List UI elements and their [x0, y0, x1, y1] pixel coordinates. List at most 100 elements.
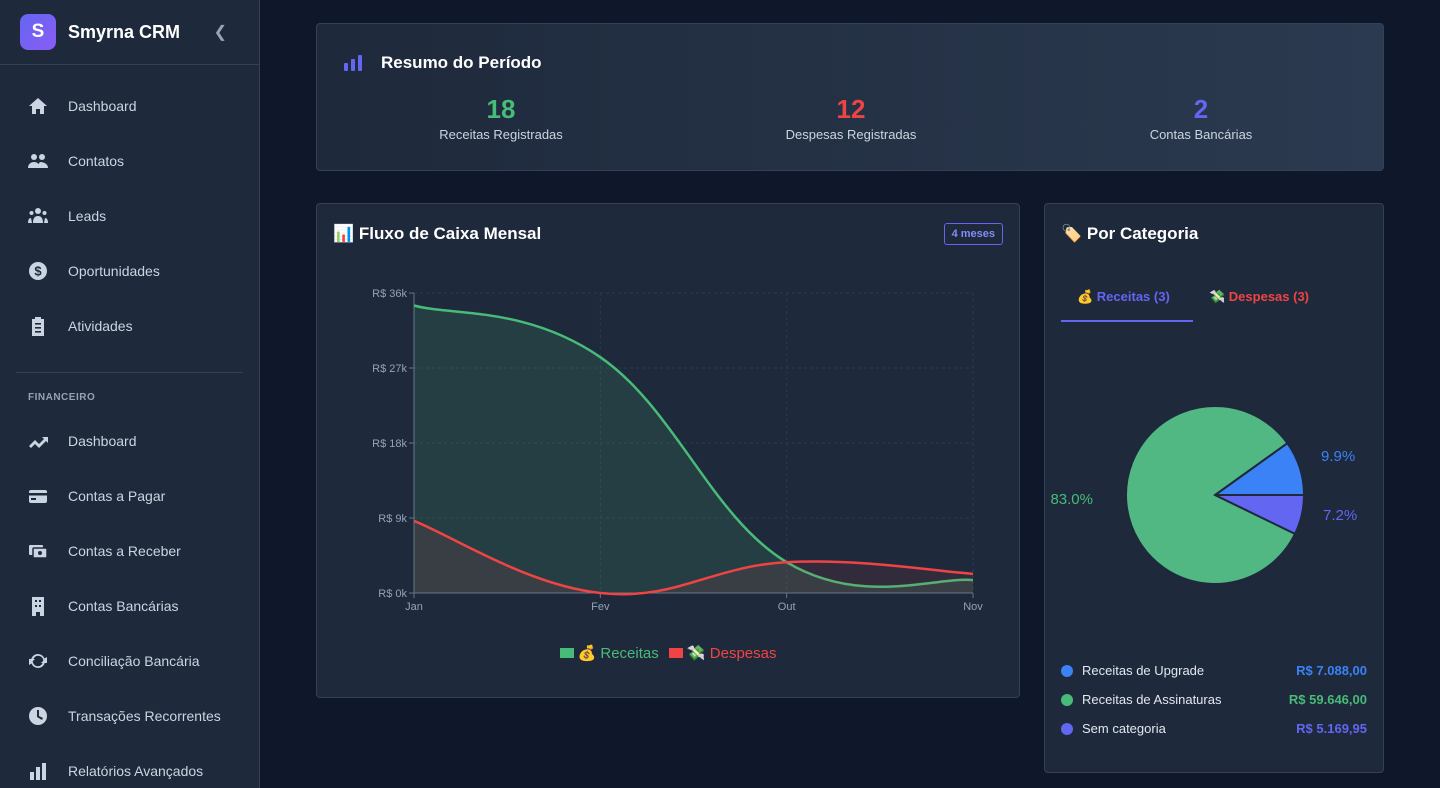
- color-dot: [1061, 722, 1073, 735]
- sidebar-item-atividades[interactable]: Atividades: [28, 311, 133, 341]
- summary-card: Resumo do Período 18 Receitas Registradas…: [316, 23, 1384, 171]
- area-receitas: [414, 305, 973, 593]
- building-icon: [32, 597, 44, 616]
- sidebar-item-label: Oportunidades: [68, 263, 160, 279]
- category-row: Receitas de Assinaturas R$ 59.646,00: [1061, 692, 1367, 707]
- sidebar-item-leads[interactable]: Leads: [28, 201, 106, 231]
- logo: S: [20, 14, 56, 50]
- pie-data-label: 9.9%: [1321, 448, 1355, 465]
- svg-text:$: $: [34, 264, 42, 279]
- category-row: Receitas de Upgrade R$ 7.088,00: [1061, 663, 1367, 678]
- sidebar-item-label: Contatos: [68, 153, 125, 169]
- brand-name: Smyrna CRM: [68, 21, 181, 42]
- sidebar-item-label: Contas a Pagar: [68, 488, 166, 504]
- bar-chart-icon: [344, 55, 362, 71]
- category-pie-chart: 9.9% 83.0% 7.2%: [1050, 405, 1357, 585]
- cashflow-title: 📊 Fluxo de Caixa Mensal: [333, 224, 542, 243]
- sidebar-item-dashboard[interactable]: Dashboard: [28, 426, 137, 456]
- chevron-left-icon[interactable]: ❮: [213, 24, 227, 41]
- category-row: Sem categoria R$ 5.169,95: [1061, 721, 1367, 736]
- stat-value: 2: [1193, 94, 1209, 124]
- y-tick-label: R$ 0k: [378, 588, 407, 600]
- y-tick-label: R$ 18k: [372, 438, 407, 450]
- sidebar-item-oportunidades[interactable]: $ Oportunidades: [28, 256, 160, 286]
- category-label: Receitas de Upgrade: [1082, 663, 1205, 678]
- y-tick-label: R$ 36k: [372, 288, 407, 300]
- sidebar-item-contas-a-receber[interactable]: Contas a Receber: [28, 536, 181, 566]
- sidebar-item-label: Atividades: [68, 318, 133, 334]
- legend-despesas-label: 💸 Despesas: [686, 645, 777, 662]
- sidebar-item-label: Contas Bancárias: [68, 598, 179, 614]
- pie-slice[interactable]: [1125, 405, 1297, 585]
- y-tick-label: R$ 27k: [372, 363, 407, 375]
- tab-despesas[interactable]: 💸 Despesas (3): [1209, 289, 1310, 304]
- y-tick-label: R$ 9k: [378, 513, 407, 525]
- section-financeiro: FINANCEIRO: [28, 392, 96, 403]
- pie-data-label: 83.0%: [1050, 491, 1093, 508]
- dollar-circle-icon: $: [29, 262, 47, 280]
- sidebar: S Smyrna CRM ❮ Dashboard Contatos Leads $ Op…: [0, 0, 260, 788]
- sidebar-item-label: Contas a Receber: [68, 543, 181, 559]
- x-tick-label: Nov: [963, 601, 983, 613]
- sidebar-item-relatorios-avancados[interactable]: Relatórios Avançados: [28, 756, 203, 786]
- sidebar-item-transacoes-recorrentes[interactable]: Transações Recorrentes: [28, 701, 221, 731]
- category-tabs: 💰 Receitas (3) 💸 Despesas (3): [1061, 286, 1367, 322]
- home-icon: [29, 98, 47, 114]
- brand: S Smyrna CRM ❮: [0, 0, 259, 65]
- stat-value: 18: [486, 94, 516, 124]
- category-card: 🏷️ Por Categoria 💰 Receitas (3) 💸 Despes…: [1044, 203, 1384, 773]
- line-despesas: [413, 519, 974, 596]
- stat-label: Despesas Registradas: [785, 127, 917, 142]
- tab-receitas[interactable]: 💰 Receitas (3): [1061, 286, 1193, 322]
- cashflow-chart: R$ 0k R$ 9k R$ 18k R$ 27k R$ 36k Jan Fev Out Nov: [372, 288, 983, 613]
- color-dot: [1061, 693, 1073, 706]
- x-tick-label: Out: [778, 601, 796, 613]
- sidebar-item-label: Leads: [68, 208, 107, 224]
- sidebar-item-contas-a-pagar[interactable]: Contas a Pagar: [28, 481, 165, 511]
- credit-card-icon: [29, 490, 47, 503]
- category-value: R$ 59.646,00: [1288, 692, 1367, 707]
- summary-title: Resumo do Período: [381, 53, 542, 72]
- period-badge: 4 meses: [943, 223, 1003, 245]
- divider: [16, 372, 243, 373]
- stat-label: Receitas Registradas: [439, 127, 563, 142]
- sidebar-item-label: Conciliação Bancária: [68, 653, 200, 669]
- sync-icon: [29, 654, 47, 668]
- clock-icon: [29, 707, 47, 725]
- sidebar-item-contatos[interactable]: Contatos: [28, 146, 124, 176]
- stat-label: Contas Bancárias: [1149, 127, 1253, 142]
- area-despesas: [414, 520, 973, 595]
- chart-legend: 💰 Receitas 💸 Despesas: [317, 644, 1019, 662]
- cashflow-card: 📊 Fluxo de Caixa Mensal 4 meses R$ 0k R$ …: [316, 203, 1020, 698]
- bar-chart-icon: [30, 763, 46, 780]
- user-group-icon: [28, 208, 48, 223]
- legend-receitas-label: 💰 Receitas: [577, 645, 659, 662]
- sidebar-item-label: Transações Recorrentes: [68, 708, 221, 724]
- trending-up-icon: [29, 437, 48, 448]
- pie-data-label: 7.2%: [1323, 507, 1357, 524]
- users-icon: [28, 154, 48, 168]
- sidebar-item-dashboard[interactable]: Dashboard: [28, 91, 137, 121]
- category-value: R$ 5.169,95: [1296, 721, 1367, 736]
- money-icon: [29, 545, 48, 559]
- pie-slice[interactable]: [1214, 494, 1306, 536]
- sidebar-item-conciliacao-bancaria[interactable]: Conciliação Bancária: [28, 646, 200, 676]
- legend-despesas[interactable]: 💸 Despesas: [668, 645, 777, 662]
- sidebar-item-label: Dashboard: [68, 433, 137, 449]
- category-label: Sem categoria: [1082, 721, 1166, 736]
- stat-value: 12: [836, 94, 866, 124]
- color-dot: [1061, 664, 1073, 677]
- x-tick-label: Jan: [405, 601, 423, 613]
- x-tick-label: Fev: [591, 601, 610, 613]
- category-title: 🏷️ Por Categoria: [1061, 224, 1199, 243]
- line-receitas: [413, 304, 974, 588]
- clipboard-icon: [32, 317, 44, 336]
- stat-contas: 2 Contas Bancárias: [1051, 94, 1351, 142]
- stat-despesas: 12 Despesas Registradas: [701, 94, 1001, 142]
- sidebar-item-label: Relatórios Avançados: [68, 763, 204, 779]
- stat-receitas: 18 Receitas Registradas: [351, 94, 651, 142]
- legend-receitas[interactable]: 💰 Receitas: [559, 645, 659, 662]
- category-value: R$ 7.088,00: [1296, 663, 1367, 678]
- sidebar-item-contas-bancarias[interactable]: Contas Bancárias: [28, 591, 179, 621]
- sidebar-item-label: Dashboard: [68, 98, 137, 114]
